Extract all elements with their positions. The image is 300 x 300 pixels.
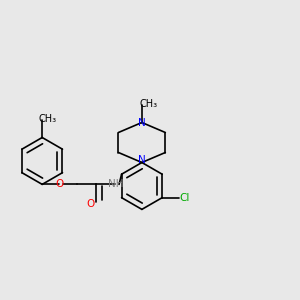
Text: CH₃: CH₃ bbox=[39, 114, 57, 124]
Text: CH₃: CH₃ bbox=[140, 99, 158, 109]
Text: N: N bbox=[138, 155, 146, 165]
Text: Cl: Cl bbox=[180, 193, 190, 203]
Text: N: N bbox=[138, 118, 146, 128]
Text: O: O bbox=[55, 179, 64, 189]
Text: NH: NH bbox=[108, 179, 123, 189]
Text: O: O bbox=[86, 199, 94, 209]
